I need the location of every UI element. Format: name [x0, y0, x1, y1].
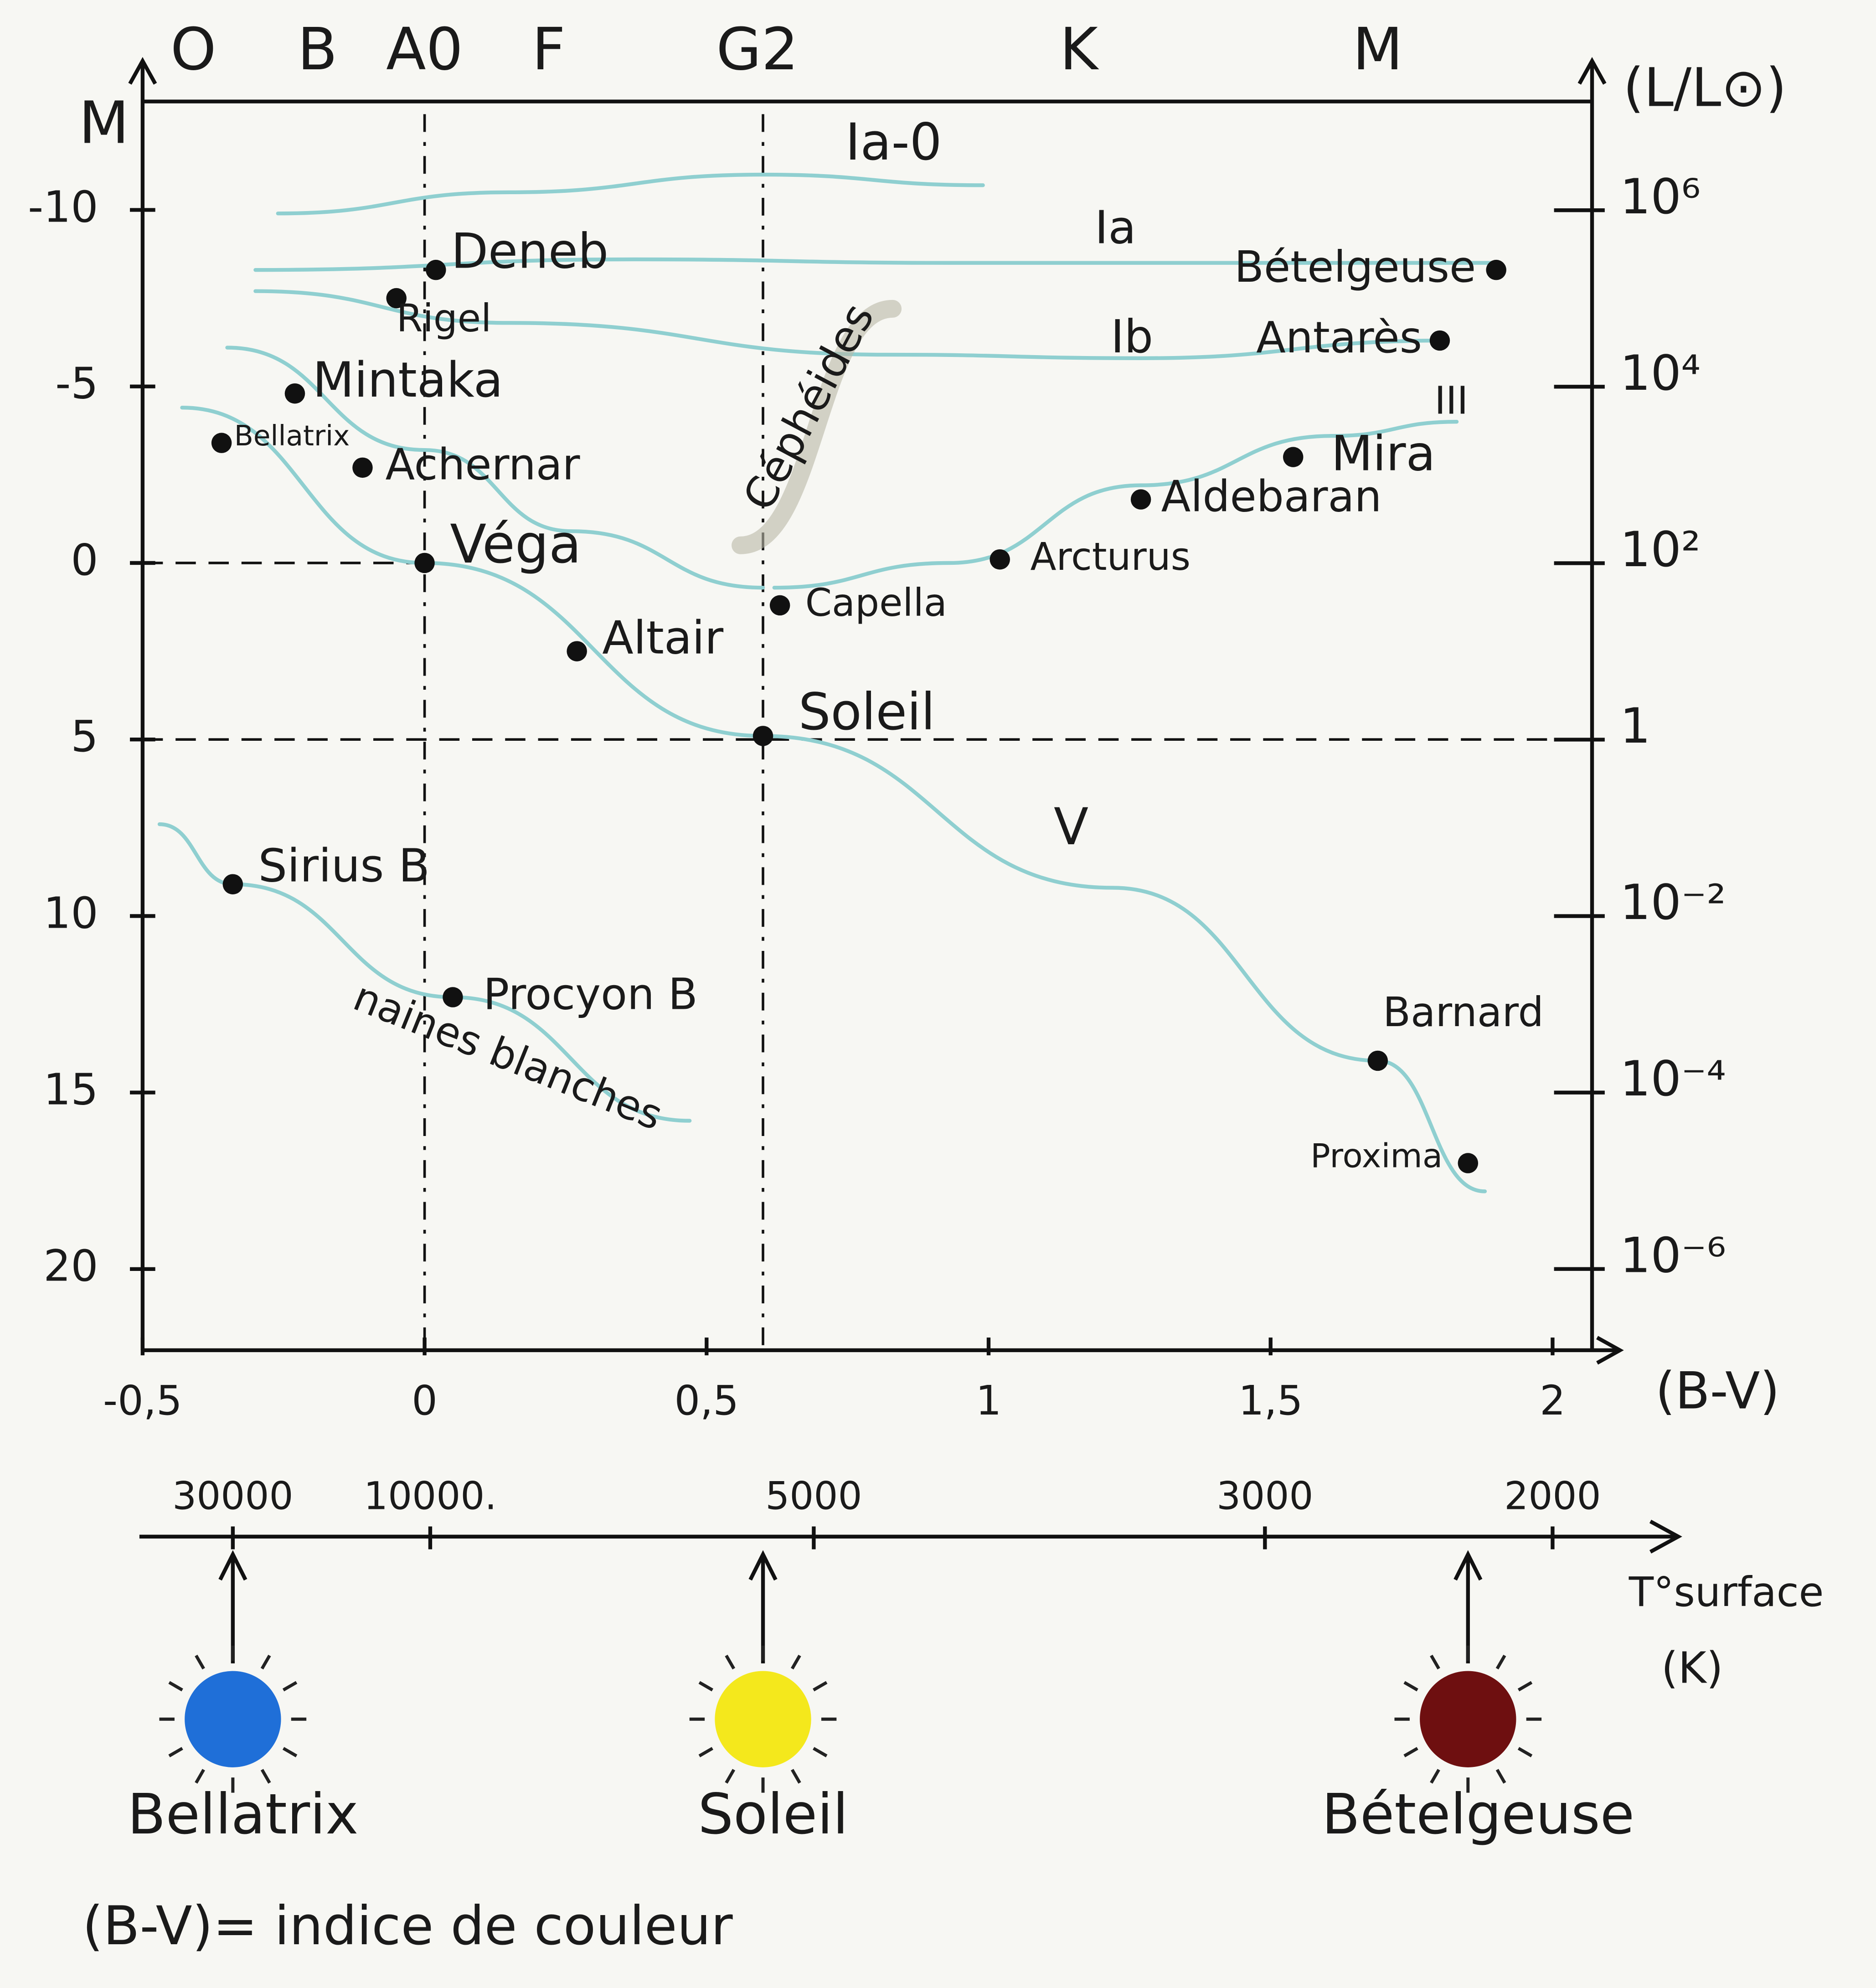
y-tick-label: 0 — [71, 535, 98, 585]
temperature-axis-unit: (K) — [1661, 1643, 1723, 1693]
y-tick-label: 15 — [43, 1065, 98, 1115]
paper — [0, 0, 1876, 1988]
sequence-label: III — [1434, 378, 1468, 423]
example-star — [185, 1671, 281, 1767]
star — [1368, 1051, 1388, 1071]
star — [990, 549, 1010, 569]
y-tick-label: 5 — [71, 712, 98, 762]
spectral-class: O — [170, 15, 216, 83]
star-label: Capella — [805, 581, 947, 625]
spectral-class: K — [1060, 15, 1099, 83]
y2-tick-label: 10⁻⁴ — [1620, 1051, 1726, 1107]
spectral-class: F — [532, 15, 566, 83]
hr-diagram: M (L/L⊙) (B-V) T°surface (K) (B-V)= indi… — [0, 0, 1876, 1988]
star-label: Bételgeuse — [1234, 242, 1476, 292]
star — [1131, 489, 1151, 509]
y-axis-label: M — [79, 89, 129, 157]
x-tick-label: 2 — [1540, 1377, 1566, 1424]
star — [567, 641, 587, 661]
temperature-tick-label: 3000 — [1216, 1474, 1313, 1518]
star — [1486, 260, 1506, 280]
y-tick-label: -5 — [55, 359, 98, 409]
sequence-label: V — [1054, 798, 1088, 857]
x-tick-label: 0,5 — [675, 1377, 739, 1424]
x-tick-label: 0 — [412, 1377, 438, 1424]
star — [1430, 330, 1450, 351]
star-label: Deneb — [451, 223, 608, 279]
star — [211, 433, 232, 453]
star-label: Antarès — [1256, 313, 1422, 363]
star-label: Bellatrix — [234, 420, 350, 452]
spectral-class: G2 — [716, 15, 799, 83]
star — [285, 383, 305, 403]
example-star-name: Bellatrix — [128, 1781, 359, 1847]
star-label: Barnard — [1383, 988, 1544, 1036]
temperature-axis-label: T°surface — [1629, 1568, 1824, 1616]
star — [352, 458, 372, 478]
star-label: Procyon B — [483, 969, 698, 1019]
y2-axis-label: (L/L⊙) — [1623, 57, 1787, 119]
star-label: Arcturus — [1030, 535, 1191, 579]
x-tick-label: 1 — [976, 1377, 1002, 1424]
x-tick-label: -0,5 — [103, 1377, 182, 1424]
y-tick-label: 10 — [43, 888, 98, 938]
footnote: (B-V)= indice de couleur — [82, 1895, 733, 1957]
star — [426, 260, 446, 280]
star — [1458, 1153, 1478, 1173]
sequence-label: Ia — [1095, 201, 1136, 254]
star-label: Achernar — [386, 440, 580, 490]
star — [443, 987, 463, 1007]
star-label: Rigel — [397, 296, 492, 341]
x-tick-label: 1,5 — [1238, 1377, 1303, 1424]
example-star-name: Bételgeuse — [1322, 1781, 1634, 1847]
star — [223, 874, 243, 894]
y-tick-label: -10 — [28, 182, 98, 232]
star-label: Sirius B — [258, 839, 429, 893]
star — [770, 595, 790, 615]
spectral-class: A0 — [386, 15, 463, 83]
star-label: Véga — [450, 513, 581, 575]
example-star — [1420, 1671, 1516, 1767]
temperature-tick-label: 2000 — [1504, 1474, 1601, 1518]
y2-tick-label: 10² — [1620, 522, 1701, 578]
example-star — [715, 1671, 811, 1767]
sequence-label: Ia-0 — [845, 113, 942, 172]
star-label: Mintaka — [313, 352, 503, 408]
star-label: Altair — [602, 611, 724, 665]
temperature-tick-label: 5000 — [765, 1474, 862, 1518]
example-star-name: Soleil — [698, 1781, 848, 1847]
sequence-label: Ib — [1111, 310, 1153, 363]
star-label: Soleil — [799, 683, 935, 742]
spectral-class: B — [298, 15, 338, 83]
temperature-tick-label: 10000. — [364, 1474, 497, 1518]
y2-tick-label: 10⁴ — [1620, 345, 1701, 401]
star-label: Proxima — [1310, 1137, 1443, 1175]
y2-tick-label: 10⁶ — [1620, 169, 1701, 225]
y2-tick-label: 10⁻² — [1620, 874, 1726, 930]
y2-tick-label: 1 — [1620, 698, 1650, 754]
temperature-tick-label: 30000 — [172, 1474, 293, 1518]
star-label: Mira — [1331, 425, 1436, 481]
y2-tick-label: 10⁻⁶ — [1620, 1227, 1726, 1283]
spectral-class: M — [1353, 15, 1403, 83]
y-tick-label: 20 — [43, 1241, 98, 1291]
star — [1283, 447, 1303, 467]
x-axis-label: (B-V) — [1655, 1362, 1780, 1421]
star — [753, 726, 773, 746]
star — [414, 553, 434, 573]
